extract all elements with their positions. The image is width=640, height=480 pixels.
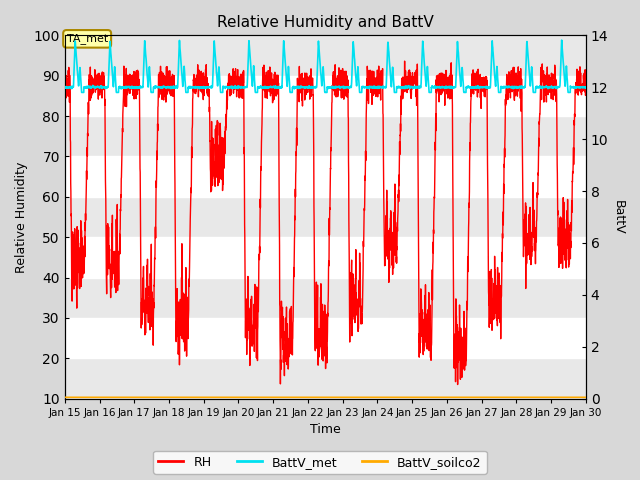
Title: Relative Humidity and BattV: Relative Humidity and BattV xyxy=(217,15,434,30)
Bar xyxy=(65,36,586,76)
Legend: RH, BattV_met, BattV_soilco2: RH, BattV_met, BattV_soilco2 xyxy=(154,451,486,474)
Bar xyxy=(65,277,586,318)
Bar xyxy=(65,237,586,277)
Text: TA_met: TA_met xyxy=(67,34,108,44)
Bar xyxy=(65,318,586,358)
Bar xyxy=(65,358,586,398)
Y-axis label: Relative Humidity: Relative Humidity xyxy=(15,161,28,273)
Bar xyxy=(65,76,586,116)
Y-axis label: BattV: BattV xyxy=(612,200,625,234)
Bar xyxy=(65,116,586,156)
Bar xyxy=(65,156,586,197)
X-axis label: Time: Time xyxy=(310,423,340,436)
Bar xyxy=(65,197,586,237)
